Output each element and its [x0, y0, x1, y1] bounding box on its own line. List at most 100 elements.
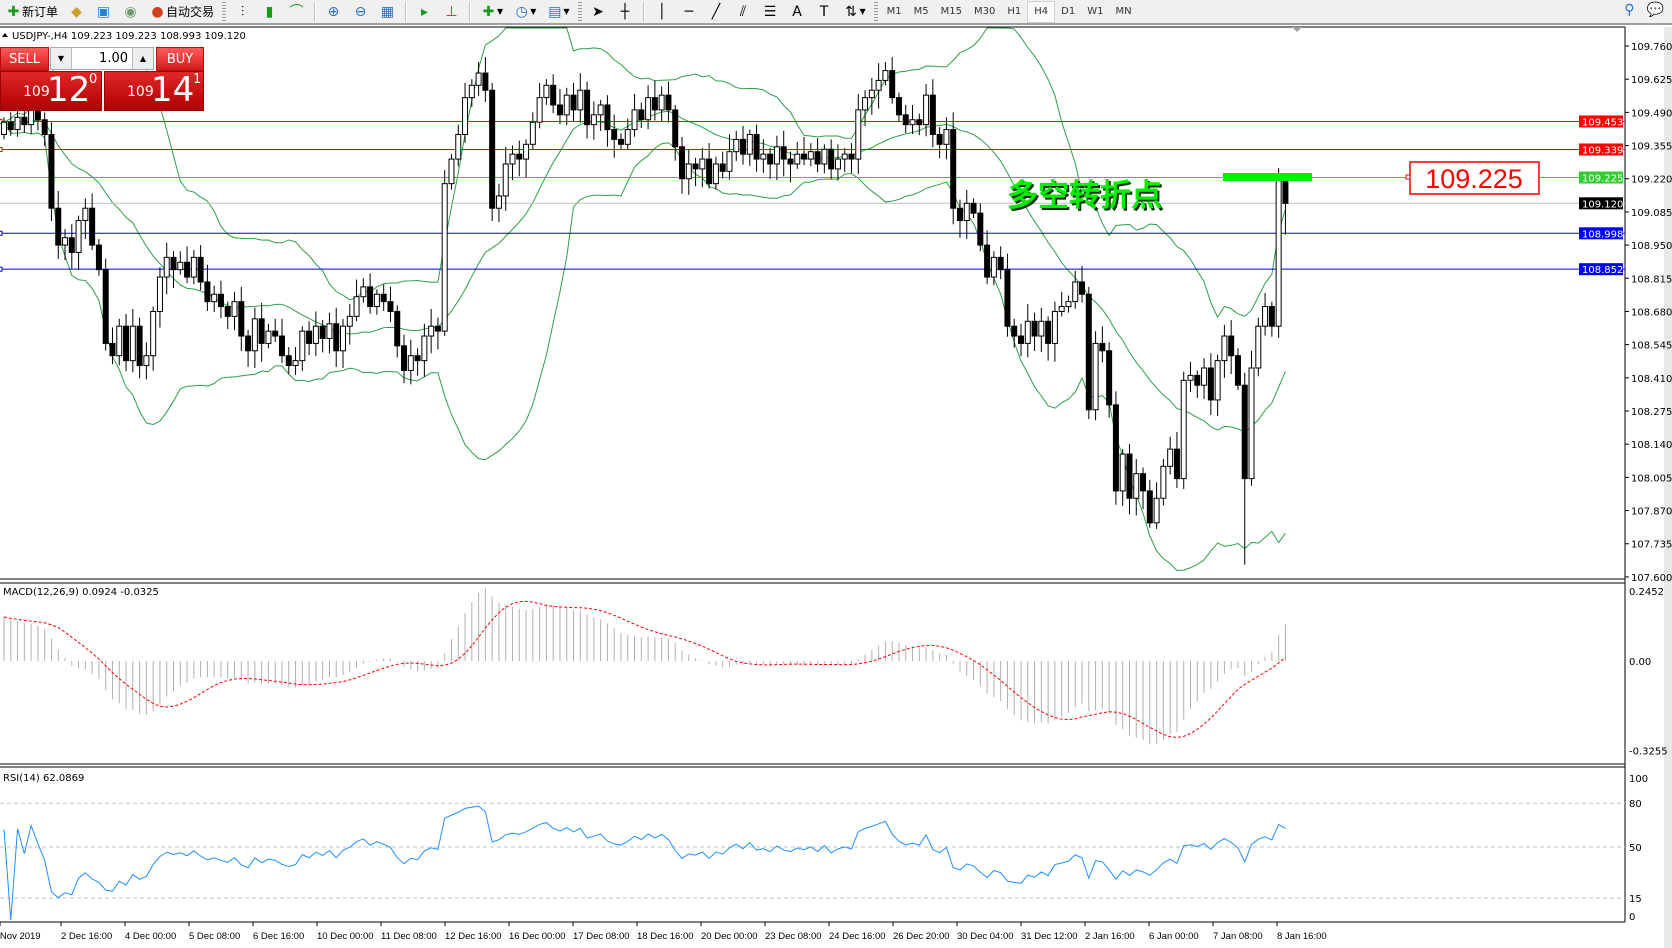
timeframe-h4[interactable]: H4 — [1027, 0, 1056, 23]
chat-icon[interactable]: 💬 — [1646, 2, 1664, 18]
candle-body — [543, 84, 550, 99]
dropdown-arrow-icon: ▼ — [497, 7, 504, 16]
candle — [48, 122, 55, 221]
text-label-button[interactable]: T — [812, 1, 837, 23]
timeframe-d1[interactable]: D1 — [1061, 6, 1076, 17]
auto-trading-button[interactable]: ● 自动交易 — [145, 1, 218, 23]
indicators-button[interactable]: ✚ ▼ — [476, 1, 507, 23]
timeframe-m15[interactable]: M15 — [940, 6, 963, 17]
candle-body — [570, 94, 577, 111]
candle-body — [1065, 301, 1072, 308]
text-button[interactable]: A — [785, 1, 810, 23]
candle-body — [502, 163, 509, 197]
annotation-text[interactable]: 多空转折点 — [1007, 178, 1162, 214]
timeframe-m5[interactable]: M5 — [913, 6, 929, 17]
price-tag — [1579, 263, 1623, 276]
candle-body — [746, 133, 753, 155]
candle — [95, 238, 102, 276]
candle-body — [617, 138, 624, 145]
collapse-triangle-icon[interactable] — [2, 33, 8, 37]
candle-body — [21, 116, 28, 126]
new-order-label: 新订单 — [22, 5, 59, 19]
candle-body — [448, 158, 455, 185]
candle — [651, 80, 658, 121]
arrows-button[interactable]: ⇅ ▼ — [839, 1, 870, 23]
candle-body — [577, 89, 584, 111]
buy-price-button[interactable]: 109 14 1 — [104, 70, 204, 111]
search-icon[interactable]: ⚲ — [1624, 2, 1635, 18]
candle-body — [1004, 269, 1011, 327]
candlestick-icon: ▮ — [265, 3, 274, 20]
timeframe-mn[interactable]: MN — [1115, 6, 1132, 17]
candle-body — [14, 116, 21, 131]
zoom-out-button[interactable]: ⊖ — [348, 1, 373, 23]
market-watch-button[interactable]: ◆ — [64, 1, 89, 23]
time-tick-label: 26 Dec 20:00 — [893, 931, 950, 942]
timeframe-m30[interactable]: M30 — [974, 6, 996, 17]
toolbar-grip[interactable] — [222, 1, 227, 22]
lot-increase-icon[interactable]: ▲ — [132, 48, 153, 69]
lot-size-stepper[interactable]: ▼ 1.00 ▲ — [50, 47, 154, 70]
candle — [272, 318, 279, 343]
candle-body — [604, 104, 611, 131]
lot-decrease-icon[interactable]: ▼ — [51, 48, 72, 69]
fibonacci-button[interactable]: ☰ — [758, 1, 783, 23]
candle-body — [753, 133, 760, 160]
chart-shift-button[interactable]: ⊥ — [439, 1, 464, 23]
timeframe-h1[interactable]: H1 — [1007, 6, 1022, 17]
zoom-in-button[interactable]: ⊕ — [321, 1, 346, 23]
auto-scroll-button[interactable]: ▸ — [412, 1, 437, 23]
candle-body — [7, 121, 14, 131]
line-anchor — [0, 146, 3, 152]
candle — [380, 284, 387, 312]
vertical-line-button[interactable]: │ — [650, 1, 675, 23]
candle-body — [1133, 473, 1140, 499]
timeframe-w1[interactable]: W1 — [1087, 6, 1104, 17]
candle-body — [89, 207, 96, 246]
buy-button[interactable]: BUY — [156, 47, 204, 71]
candle — [787, 151, 794, 183]
candle — [1045, 316, 1052, 361]
bar-chart-button[interactable]: ⫶ — [230, 1, 255, 23]
candle — [190, 250, 197, 285]
toolbar-grip[interactable] — [577, 1, 582, 22]
candle-body — [1072, 281, 1079, 303]
tile-windows-button[interactable]: ▦ — [375, 1, 400, 23]
horizontal-line-button[interactable]: ─ — [677, 1, 702, 23]
signals-button[interactable]: ◉ — [118, 1, 143, 23]
candle-body — [645, 97, 652, 121]
price-tick-label: 108.410 — [1631, 374, 1672, 385]
candle-body — [177, 261, 184, 271]
lot-size-input[interactable]: 1.00 — [99, 51, 128, 66]
line-chart-button[interactable]: ⌒ — [284, 1, 309, 23]
trendline-button[interactable]: ╱ — [704, 1, 729, 23]
horizontal-lines[interactable] — [0, 118, 1625, 272]
periods-button[interactable]: ◷ ▼ — [509, 1, 540, 23]
candle-body — [41, 119, 48, 135]
sell-button[interactable]: SELL — [0, 47, 49, 71]
candle — [1167, 436, 1174, 475]
price-tag — [1579, 197, 1623, 210]
candle-body — [367, 286, 374, 308]
equidistant-channel-button[interactable]: ⫽ — [731, 1, 756, 23]
navigator-button[interactable]: ▣ — [91, 1, 116, 23]
candle-body — [590, 114, 597, 126]
price-label-box[interactable] — [1409, 161, 1540, 195]
cursor-button[interactable]: ➤ — [586, 1, 611, 23]
candle — [1255, 317, 1262, 377]
sell-price-button[interactable]: 109 12 0 — [0, 70, 102, 111]
price-tick-label: 108.005 — [1631, 473, 1672, 484]
candle — [1085, 286, 1092, 420]
new-order-button[interactable]: ✚ 新订单 — [1, 1, 62, 23]
candle — [889, 57, 896, 104]
templates-button[interactable]: ▤ ▼ — [542, 1, 573, 23]
crosshair-button[interactable]: ┼ — [613, 1, 638, 23]
candle — [828, 139, 835, 180]
candle — [801, 136, 808, 166]
toolbar-grip[interactable] — [873, 1, 878, 22]
candle — [611, 114, 618, 158]
candlestick-button[interactable]: ▮ — [257, 1, 282, 23]
candle-body — [95, 244, 102, 271]
timeframe-m1[interactable]: M1 — [886, 6, 902, 17]
